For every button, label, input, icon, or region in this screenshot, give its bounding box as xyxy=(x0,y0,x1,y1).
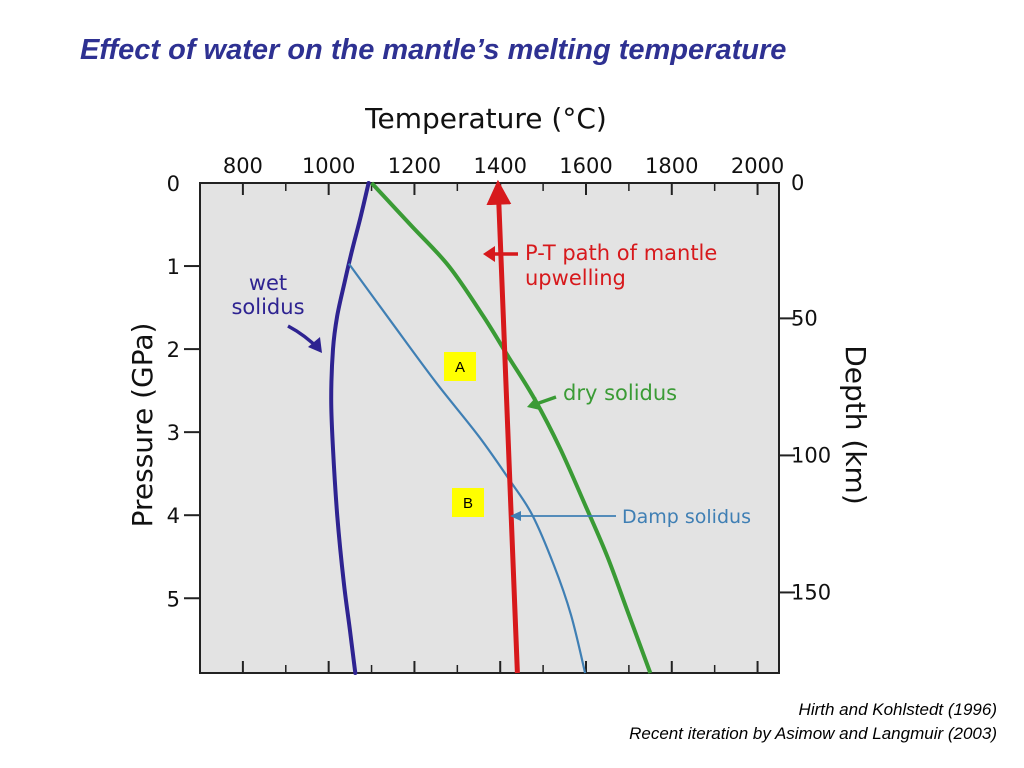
x-tick-label: 800 xyxy=(223,154,263,178)
depth-tick-label: 150 xyxy=(791,580,831,604)
damp-label: Damp solidus xyxy=(622,506,751,528)
x-tick-label: 1600 xyxy=(559,154,612,178)
x-axis-title: Temperature (°C) xyxy=(364,102,607,135)
path-label-arrowhead xyxy=(483,246,495,262)
wet-label-arrowhead xyxy=(308,337,322,353)
x-tick-label: 1000 xyxy=(302,154,355,178)
depth-tick-label: 0 xyxy=(791,171,804,195)
marker-a-label: A xyxy=(455,359,465,376)
y-tick-label: 5 xyxy=(167,587,180,611)
y-tick-labels: 0 1 2 3 4 5 xyxy=(167,172,180,611)
x-tick-label: 1200 xyxy=(388,154,441,178)
citation-secondary: Recent iteration by Asimow and Langmuir … xyxy=(629,724,997,743)
depth-tick-label: 100 xyxy=(791,443,831,467)
x-tick-label: 1400 xyxy=(473,154,526,178)
depth-tick-label: 50 xyxy=(791,306,818,330)
depth-ticks xyxy=(779,317,795,594)
wet-solidus-line xyxy=(329,181,371,675)
citation-primary: Hirth and Kohlstedt (1996) xyxy=(798,700,997,719)
path-label-line1: P-T path of mantle xyxy=(525,241,717,265)
slide-title: Effect of water on the mantle’s melting … xyxy=(80,34,787,66)
y-tick-label: 4 xyxy=(167,504,180,528)
x-tick-label: 2000 xyxy=(731,154,784,178)
pt-path-line xyxy=(486,179,520,674)
path-label-line2: upwelling xyxy=(525,266,626,290)
dry-label-arrowhead xyxy=(527,397,540,410)
y-tick-label: 3 xyxy=(167,421,180,445)
dry-label: dry solidus xyxy=(563,381,677,405)
marker-b-label: B xyxy=(463,495,473,512)
marker-a-box xyxy=(444,352,476,381)
y-tick-label: 1 xyxy=(167,255,180,279)
y-tick-label: 2 xyxy=(167,338,180,362)
plot-area xyxy=(199,182,780,674)
depth-tick-labels: 0 50 100 150 xyxy=(791,171,831,604)
y-tick-label: 0 xyxy=(167,172,180,196)
x-tick-labels: 800 1000 1200 1400 1600 1800 2000 xyxy=(223,154,784,178)
depth-axis-title: Depth (km) xyxy=(839,345,872,505)
y-axis-title: Pressure (GPa) xyxy=(126,323,159,528)
wet-label-line1: wet xyxy=(249,271,287,295)
dry-label-arrow xyxy=(535,395,557,406)
x-tick-label: 1800 xyxy=(645,154,698,178)
y-ticks xyxy=(184,265,200,600)
damp-label-arrowhead xyxy=(510,511,521,521)
marker-b-box xyxy=(452,488,484,517)
wet-label-line2: solidus xyxy=(231,295,304,319)
